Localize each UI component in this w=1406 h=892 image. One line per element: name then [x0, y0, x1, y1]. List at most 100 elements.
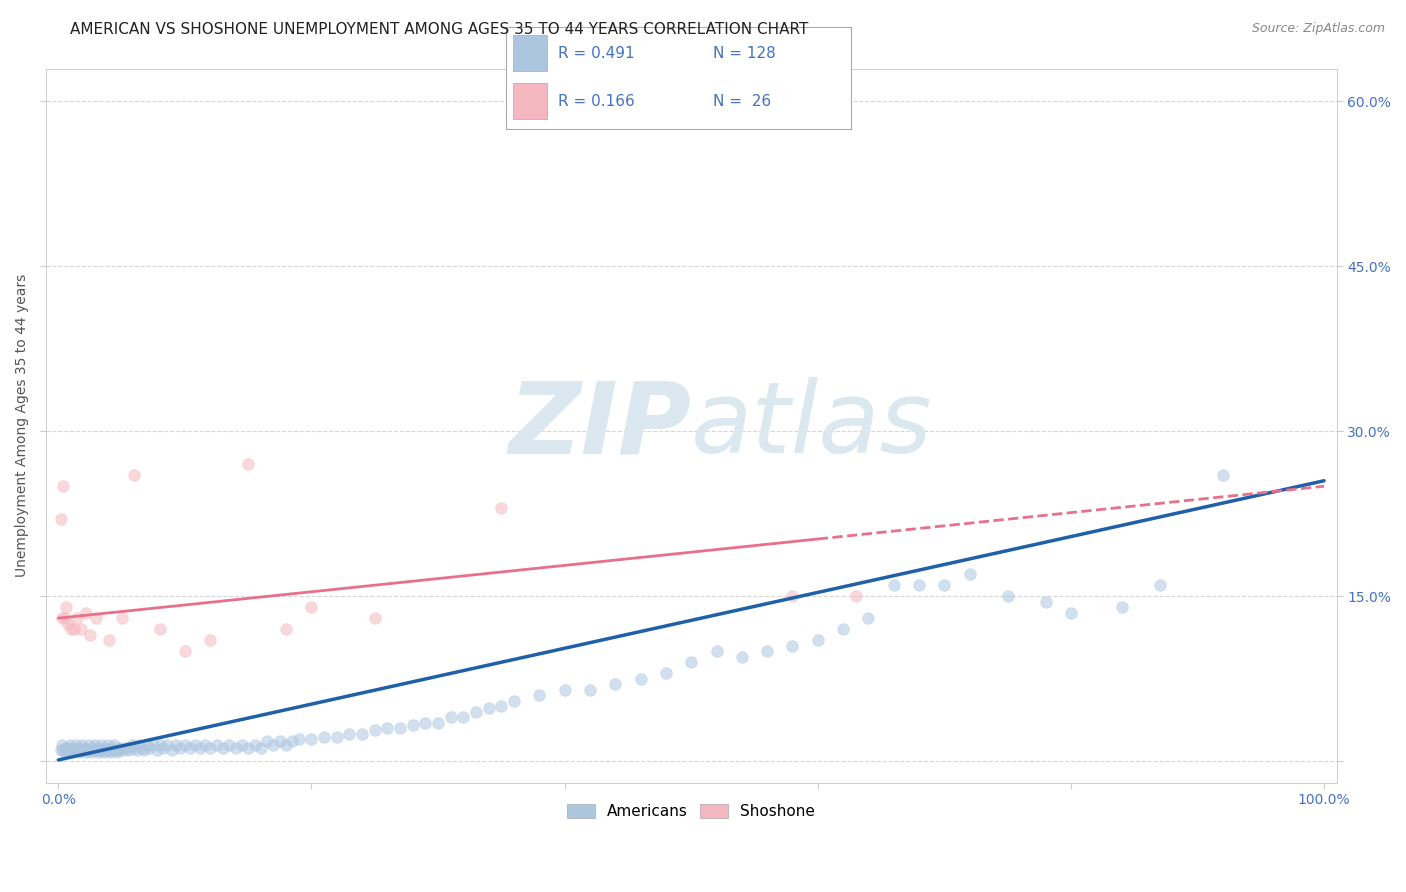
Point	[200, 740, 222, 755]
Point	[529, 688, 551, 702]
Point	[389, 721, 412, 735]
Point	[174, 644, 197, 658]
Point	[605, 677, 627, 691]
Point	[415, 715, 437, 730]
Point	[301, 600, 323, 615]
Point	[86, 745, 108, 759]
Text: AMERICAN VS SHOSHONE UNEMPLOYMENT AMONG AGES 35 TO 44 YEARS CORRELATION CHART: AMERICAN VS SHOSHONE UNEMPLOYMENT AMONG …	[70, 22, 808, 37]
Point	[51, 738, 73, 752]
Point	[60, 745, 83, 759]
Point	[96, 743, 118, 757]
Point	[997, 589, 1019, 603]
Point	[101, 743, 124, 757]
Point	[845, 589, 868, 603]
Point	[256, 734, 278, 748]
FancyBboxPatch shape	[513, 83, 547, 119]
Point	[90, 738, 112, 752]
Point	[402, 718, 425, 732]
Point	[83, 743, 105, 757]
Point	[59, 738, 82, 752]
Point	[1111, 600, 1133, 615]
FancyBboxPatch shape	[513, 35, 547, 70]
Point	[681, 655, 703, 669]
Point	[97, 743, 120, 757]
Point	[491, 699, 513, 714]
Point	[377, 721, 399, 735]
Point	[269, 734, 291, 748]
Text: R = 0.166: R = 0.166	[558, 95, 634, 109]
Point	[131, 740, 153, 755]
Point	[79, 743, 101, 757]
Point	[91, 743, 114, 757]
Point	[84, 611, 107, 625]
Point	[352, 726, 374, 740]
Point	[301, 732, 323, 747]
Point	[75, 740, 97, 755]
Point	[105, 745, 128, 759]
Point	[53, 740, 76, 755]
Text: Source: ZipAtlas.com: Source: ZipAtlas.com	[1251, 22, 1385, 36]
Point	[108, 743, 131, 757]
Point	[782, 589, 804, 603]
Point	[56, 743, 79, 757]
Point	[162, 743, 184, 757]
Point	[73, 745, 96, 759]
Y-axis label: Unemployment Among Ages 35 to 44 years: Unemployment Among Ages 35 to 44 years	[15, 274, 30, 577]
Point	[59, 622, 82, 636]
Point	[491, 501, 513, 516]
Point	[84, 743, 107, 757]
Point	[339, 726, 361, 740]
Point	[959, 567, 981, 582]
Text: atlas: atlas	[692, 377, 932, 475]
Point	[908, 578, 931, 592]
Point	[807, 633, 830, 648]
Point	[453, 710, 475, 724]
Point	[98, 745, 121, 759]
Point	[179, 740, 201, 755]
Point	[80, 745, 103, 759]
Point	[478, 701, 501, 715]
Point	[314, 730, 336, 744]
Point	[630, 672, 652, 686]
Point	[49, 512, 72, 526]
Point	[97, 738, 120, 752]
Point	[218, 738, 240, 752]
Point	[70, 743, 93, 757]
Point	[243, 738, 266, 752]
Point	[142, 738, 165, 752]
Point	[250, 740, 273, 755]
Point	[103, 738, 125, 752]
Point	[67, 745, 90, 759]
Point	[1149, 578, 1171, 592]
Text: N =  26: N = 26	[713, 95, 770, 109]
Point	[100, 740, 122, 755]
Text: N = 128: N = 128	[713, 45, 776, 61]
Point	[169, 740, 191, 755]
Point	[110, 740, 132, 755]
Point	[655, 666, 678, 681]
Point	[782, 639, 804, 653]
Point	[82, 740, 104, 755]
Point	[149, 738, 172, 752]
Point	[1060, 606, 1083, 620]
Point	[70, 622, 93, 636]
Point	[288, 732, 311, 747]
Point	[76, 743, 98, 757]
Point	[77, 738, 100, 752]
Point	[69, 740, 91, 755]
Point	[194, 738, 217, 752]
Point	[465, 705, 488, 719]
Point	[49, 743, 72, 757]
Point	[55, 745, 77, 759]
Point	[364, 611, 387, 625]
Point	[364, 723, 387, 738]
Point	[281, 734, 304, 748]
Point	[112, 743, 135, 757]
Text: ZIP: ZIP	[508, 377, 692, 475]
Point	[52, 743, 75, 757]
Point	[66, 743, 89, 757]
Point	[65, 738, 87, 752]
Point	[53, 611, 76, 625]
Point	[156, 738, 179, 752]
Point	[883, 578, 905, 592]
